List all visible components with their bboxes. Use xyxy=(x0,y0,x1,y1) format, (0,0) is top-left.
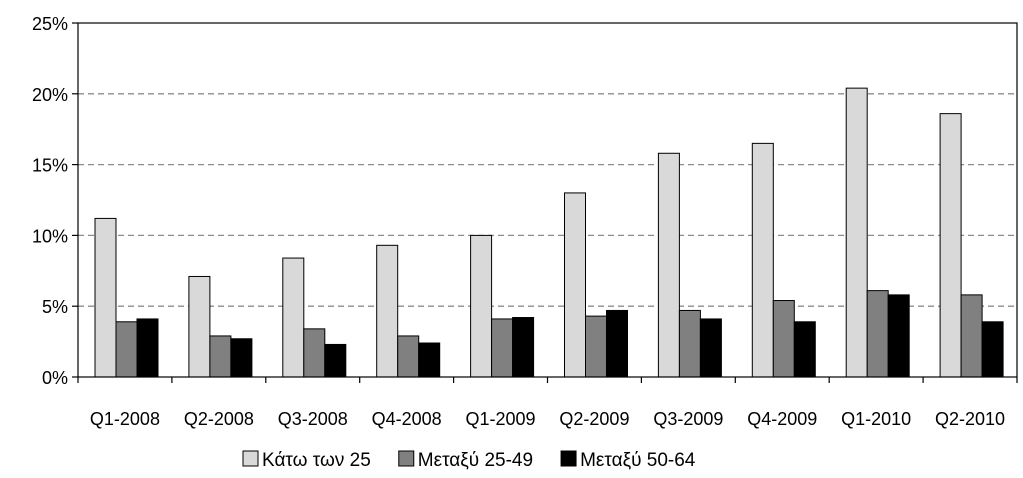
bar-3-q1-2010 xyxy=(887,294,910,378)
y-tick-label: 0% xyxy=(42,368,68,388)
bars xyxy=(94,87,1004,378)
bar-3-q1-2008 xyxy=(136,318,159,378)
bar-1-q1-2008 xyxy=(94,217,117,378)
bar-2-q4-2009 xyxy=(772,300,795,378)
bar-3-q4-2008 xyxy=(418,342,441,378)
bar-2-q1-2009 xyxy=(491,318,514,378)
bar-1-q2-2010 xyxy=(939,113,962,378)
legend-label: Κάτω των 25 xyxy=(262,450,371,471)
x-tick-label: Q2-2009 xyxy=(559,409,629,429)
bar-1-q2-2008 xyxy=(188,275,211,378)
legend-swatch xyxy=(398,450,415,467)
x-tick-label: Q1-2009 xyxy=(466,409,536,429)
bar-1-q2-2009 xyxy=(564,192,586,378)
y-tick-label: 5% xyxy=(42,297,68,317)
bar-1-q3-2008 xyxy=(282,257,305,378)
legend-swatch xyxy=(560,450,577,467)
bar-1-q4-2009 xyxy=(751,142,774,378)
bar-3-q3-2009 xyxy=(699,318,722,378)
bar-3-q1-2009 xyxy=(512,317,535,378)
legend-swatch xyxy=(242,450,259,467)
bar-3-q4-2009 xyxy=(793,321,816,378)
x-axis-ticks: Q1-2008 Q2-2008 Q3-2008 Q4-2008 Q1-2009 Q2-20… xyxy=(77,377,1018,429)
gridlines xyxy=(78,93,1017,307)
bar-2-q1-2008 xyxy=(115,321,138,378)
bar-2-q2-2010 xyxy=(960,294,983,378)
y-axis-ticks: 0% 5% 10% 15% 20% 25% xyxy=(32,14,78,388)
legend: Κάτω των 25 Μεταξύ 25-49 Μεταξύ 50-64 xyxy=(242,450,696,471)
bar-1-q3-2009 xyxy=(657,152,680,378)
y-tick-label: 10% xyxy=(32,226,68,246)
y-tick-label: 25% xyxy=(32,14,68,34)
x-tick-label: Q1-2008 xyxy=(90,409,160,429)
x-tick-label: Q2-2008 xyxy=(184,409,254,429)
legend-item: Μεταξύ 25-49 xyxy=(398,450,533,471)
legend-label: Μεταξύ 25-49 xyxy=(418,450,533,471)
bar-3-q2-2010 xyxy=(981,321,1004,378)
y-tick-label: 20% xyxy=(32,85,68,105)
legend-item: Μεταξύ 50-64 xyxy=(560,450,696,471)
x-tick-label: Q2-2010 xyxy=(935,409,1005,429)
x-tick-label: Q3-2009 xyxy=(653,409,723,429)
bar-3-q3-2008 xyxy=(324,343,347,378)
bar-2-q2-2008 xyxy=(209,335,232,378)
bar-2-q4-2008 xyxy=(397,335,420,378)
bar-2-q2-2009 xyxy=(585,315,607,378)
bar-2-q3-2008 xyxy=(303,328,326,378)
bar-3-q2-2008 xyxy=(230,338,253,378)
bar-1-q1-2009 xyxy=(470,234,493,378)
x-tick-label: Q1-2010 xyxy=(841,409,911,429)
bar-1-q4-2008 xyxy=(376,244,399,378)
y-tick-label: 15% xyxy=(32,156,68,176)
bar-1-q1-2010 xyxy=(845,87,868,378)
x-tick-label: Q4-2009 xyxy=(747,409,817,429)
bar-2-q3-2009 xyxy=(678,309,701,378)
x-tick-label: Q4-2008 xyxy=(372,409,442,429)
legend-item: Κάτω των 25 xyxy=(242,450,371,471)
x-tick-label: Q3-2008 xyxy=(278,409,348,429)
legend-label: Μεταξύ 50-64 xyxy=(580,450,696,471)
bar-3-q2-2009 xyxy=(606,309,628,378)
bar-2-q1-2010 xyxy=(866,290,889,378)
